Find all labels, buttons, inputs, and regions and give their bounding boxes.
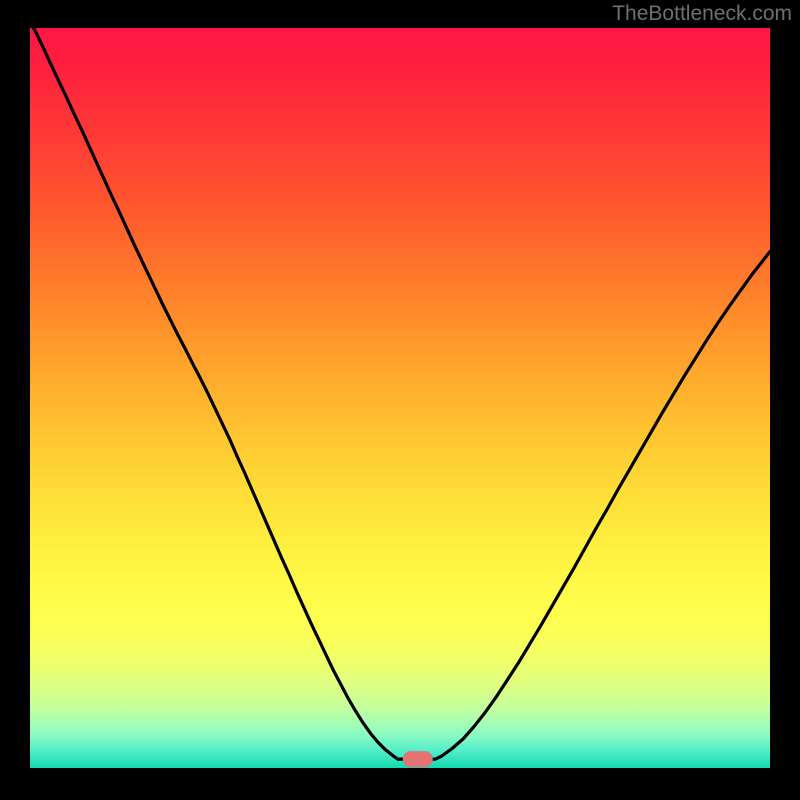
chart-svg: [0, 0, 800, 800]
optimal-marker: [403, 751, 433, 767]
bottleneck-chart: TheBottleneck.com: [0, 0, 800, 800]
plot-gradient: [30, 28, 770, 768]
watermark-text: TheBottleneck.com: [612, 2, 792, 26]
